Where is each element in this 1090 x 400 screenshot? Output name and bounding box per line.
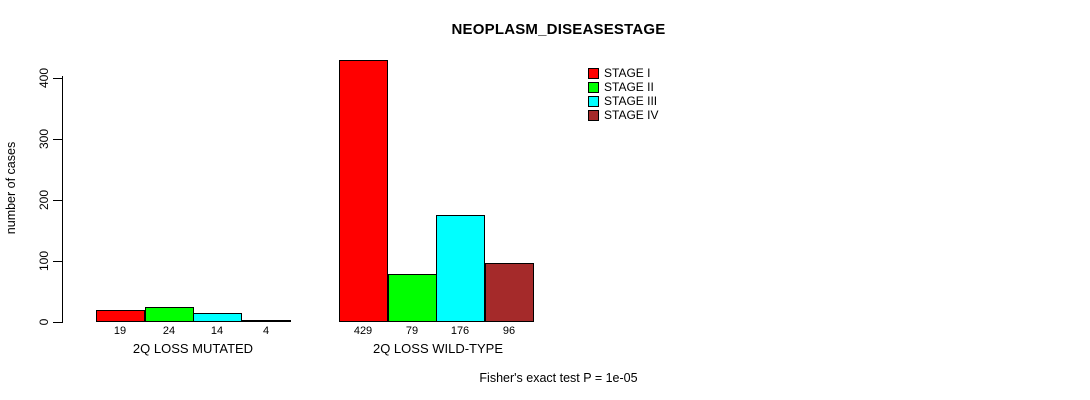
chart-title: NEOPLASM_DISEASESTAGE — [451, 21, 666, 38]
bar-stage-iv — [242, 320, 291, 322]
y-tick-label: 100 — [37, 250, 51, 272]
y-tick-label: 300 — [37, 128, 51, 150]
bar-stage-iii — [193, 313, 242, 322]
bar-value-label: 14 — [210, 325, 224, 337]
legend-item-stage1: STAGE I — [588, 66, 658, 80]
bar-stage-i — [96, 310, 145, 322]
legend-swatch-stage3 — [588, 95, 599, 107]
legend: STAGE I STAGE II STAGE III STAGE IV — [588, 66, 658, 122]
bar-value-label: 96 — [502, 325, 516, 337]
y-tick-mark — [53, 261, 62, 262]
footnote-pvalue: Fisher's exact test P = 1e-05 — [479, 371, 638, 385]
bar-value-label: 24 — [162, 325, 176, 337]
legend-item-stage3: STAGE III — [588, 94, 658, 108]
legend-label-stage1: STAGE I — [604, 66, 651, 80]
bar-stage-ii — [145, 307, 194, 322]
bar-value-label: 79 — [405, 325, 419, 337]
legend-swatch-stage2 — [588, 81, 599, 93]
legend-swatch-stage4 — [588, 109, 599, 121]
y-axis-label: number of cases — [4, 141, 18, 235]
bar-value-label: 19 — [113, 325, 127, 337]
y-tick-mark — [53, 200, 62, 201]
legend-swatch-stage1 — [588, 67, 599, 79]
y-tick-mark — [53, 78, 62, 79]
bar-stage-iii — [436, 215, 485, 322]
y-tick-mark — [53, 322, 62, 323]
bar-value-label: 176 — [450, 325, 470, 337]
legend-label-stage4: STAGE IV — [604, 108, 659, 122]
y-tick-label: 200 — [37, 189, 51, 211]
y-tick-label: 400 — [37, 67, 51, 89]
x-group-label-wildtype: 2Q LOSS WILD-TYPE — [372, 341, 504, 356]
bar-stage-i — [339, 60, 388, 322]
legend-label-stage3: STAGE III — [604, 94, 658, 108]
bar-stage-iv — [485, 263, 534, 322]
legend-item-stage2: STAGE II — [588, 80, 658, 94]
bar-value-label: 4 — [262, 325, 270, 337]
bar-value-label: 429 — [353, 325, 373, 337]
y-axis-line — [62, 76, 63, 323]
y-tick-label: 0 — [37, 318, 51, 326]
x-group-label-mutated: 2Q LOSS MUTATED — [132, 341, 254, 356]
legend-label-stage2: STAGE II — [604, 80, 654, 94]
bar-stage-ii — [388, 274, 437, 322]
y-tick-mark — [53, 139, 62, 140]
legend-item-stage4: STAGE IV — [588, 108, 658, 122]
